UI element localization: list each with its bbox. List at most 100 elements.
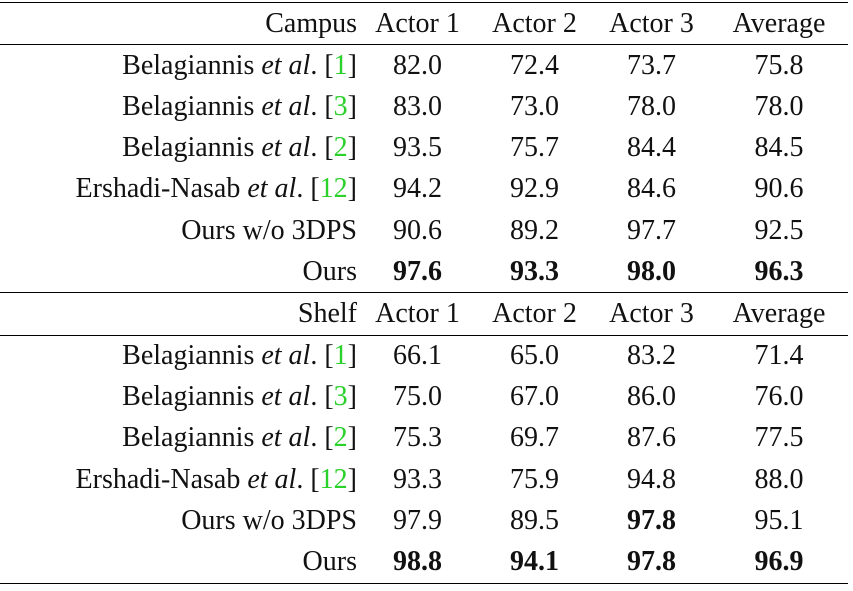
data-row: Belagiannis et al. [2] 75.3 69.7 87.6 77.5	[0, 418, 848, 459]
method-text: Ours w/o 3DPS	[181, 504, 357, 536]
method-text: et al	[247, 463, 297, 495]
method-cell: Belagiannis et al. [1]	[0, 335, 359, 377]
method-text: et al	[261, 49, 311, 81]
method-text: et al	[261, 422, 311, 454]
method-text: 1	[333, 340, 348, 372]
value-cell: 97.8	[627, 504, 676, 536]
method-text: 12	[319, 463, 348, 495]
method-text: 3	[333, 381, 348, 413]
method-text: . [	[296, 463, 320, 495]
value-cell: 76.0	[754, 381, 804, 413]
value-cell: 87.6	[627, 422, 676, 454]
data-row: Belagiannis et al. [1] 82.0 72.4 73.7 75.8	[0, 45, 848, 87]
header-cell: Average	[710, 292, 848, 336]
value-cell: 83.2	[627, 340, 676, 372]
header-row: Shelf Actor 1 Actor 2 Actor 3 Average	[0, 292, 848, 336]
method-text: . [	[310, 381, 334, 413]
data-row: Belagiannis et al. [3] 75.0 67.0 86.0 76.0	[0, 377, 848, 418]
method-cell: Ershadi-Nasab et al. [12]	[0, 459, 359, 500]
method-text: Ours w/o 3DPS	[181, 214, 357, 246]
value-cell: 71.4	[754, 340, 804, 372]
method-text: Belagiannis	[122, 90, 262, 122]
method-text: ]	[347, 463, 357, 495]
method-cell: Ours w/o 3DPS	[0, 500, 359, 541]
value-cell: 75.0	[393, 381, 442, 413]
method-text: et al	[261, 340, 311, 372]
header-cell: Average	[710, 1, 848, 46]
method-cell: Ours	[0, 541, 359, 584]
value-cell: 93.3	[393, 463, 442, 495]
method-text: ]	[347, 173, 357, 205]
value-cell: 78.0	[627, 90, 676, 122]
value-cell: 73.0	[510, 90, 559, 122]
value-cell: 93.5	[393, 132, 442, 164]
method-text: . [	[310, 132, 334, 164]
data-row: Belagiannis et al. [1] 66.1 65.0 83.2 71.4	[0, 335, 848, 377]
method-text: ]	[347, 340, 357, 372]
method-cell: Belagiannis et al. [2]	[0, 418, 359, 459]
method-text: . [	[296, 173, 320, 205]
header-cell: Actor 2	[476, 292, 593, 336]
method-text: . [	[310, 422, 334, 454]
value-cell: 96.9	[710, 541, 848, 584]
method-text: . [	[310, 49, 334, 81]
method-cell: Ershadi-Nasab et al. [12]	[0, 169, 359, 210]
data-row: Ershadi-Nasab et al. [12] 93.3 75.9 94.8 88.…	[0, 459, 848, 500]
method-text: Belagiannis	[122, 422, 262, 454]
data-row: Belagiannis et al. [3] 83.0 73.0 78.0 78.0	[0, 86, 848, 127]
method-text: . [	[310, 90, 334, 122]
value-cell: 92.5	[754, 214, 804, 246]
header-cell: Actor 2	[476, 1, 593, 46]
method-cell: Belagiannis et al. [1]	[0, 45, 359, 87]
method-text: 1	[333, 49, 348, 81]
method-text: Belagiannis	[122, 340, 262, 372]
value-cell: 75.7	[510, 132, 559, 164]
value-cell: 84.6	[627, 173, 676, 205]
header-cell: Actor 1	[359, 1, 476, 46]
data-row: Belagiannis et al. [2] 93.5 75.7 84.4 84.5	[0, 128, 848, 169]
data-row: Ours 97.6 93.3 98.0 96.3	[0, 251, 848, 294]
value-cell: 75.9	[510, 463, 559, 495]
value-cell: 73.7	[627, 49, 676, 81]
method-text: ]	[347, 422, 357, 454]
value-cell: 98.0	[593, 251, 710, 294]
method-text: ]	[347, 132, 357, 164]
method-text: Ours	[302, 546, 357, 578]
value-cell: 66.1	[393, 340, 442, 372]
value-cell: 92.9	[510, 173, 559, 205]
method-text: et al	[247, 173, 297, 205]
method-text: Belagiannis	[122, 132, 262, 164]
value-cell: 90.6	[754, 173, 804, 205]
method-text: . [	[310, 340, 334, 372]
data-row: Ershadi-Nasab et al. [12] 94.2 92.9 84.6 90.…	[0, 169, 848, 210]
value-cell: 88.0	[754, 463, 804, 495]
method-text: 2	[333, 422, 348, 454]
value-cell: 84.5	[754, 132, 804, 164]
method-text: ]	[347, 90, 357, 122]
value-cell: 95.1	[754, 504, 804, 536]
data-row: Ours 98.8 94.1 97.8 96.9	[0, 541, 848, 584]
method-text: Ershadi-Nasab	[75, 173, 248, 205]
value-cell: 89.2	[510, 214, 559, 246]
method-cell: Ours w/o 3DPS	[0, 210, 359, 251]
value-cell: 94.1	[476, 541, 593, 584]
method-text: et al	[261, 381, 311, 413]
value-cell: 94.2	[393, 173, 442, 205]
header-cell: Actor 3	[593, 292, 710, 336]
header-row: Campus Actor 1 Actor 2 Actor 3 Average	[0, 1, 848, 46]
header-cell: Shelf	[0, 292, 359, 336]
value-cell: 97.7	[627, 214, 676, 246]
value-cell: 67.0	[510, 381, 559, 413]
data-row: Ours w/o 3DPS 97.9 89.5 97.8 95.1	[0, 500, 848, 541]
value-cell: 98.8	[359, 541, 476, 584]
method-text: ]	[347, 381, 357, 413]
method-cell: Belagiannis et al. [2]	[0, 128, 359, 169]
value-cell: 86.0	[627, 381, 676, 413]
value-cell: 78.0	[754, 90, 804, 122]
method-text: 2	[333, 132, 348, 164]
value-cell: 97.8	[593, 541, 710, 584]
data-row: Ours w/o 3DPS 90.6 89.2 97.7 92.5	[0, 210, 848, 251]
value-cell: 89.5	[510, 504, 559, 536]
